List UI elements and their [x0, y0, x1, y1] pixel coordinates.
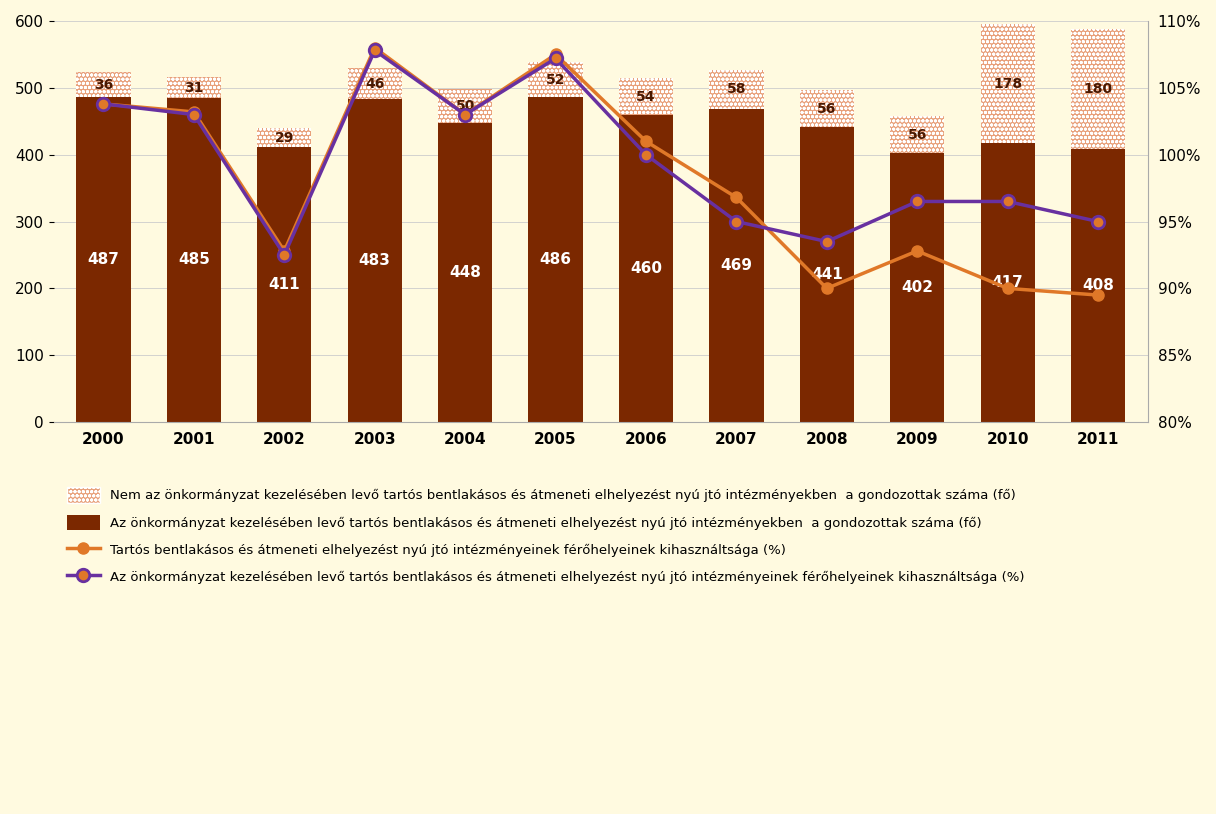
- Text: 486: 486: [540, 252, 572, 267]
- Bar: [1071, 29, 1125, 149]
- Bar: [77, 72, 130, 97]
- Bar: [167, 77, 221, 98]
- Text: 485: 485: [178, 252, 210, 268]
- Bar: [348, 68, 401, 99]
- Bar: [529, 63, 582, 97]
- Text: 402: 402: [901, 280, 933, 295]
- Bar: [890, 116, 945, 153]
- Bar: [1071, 29, 1125, 149]
- Text: 180: 180: [1083, 82, 1113, 96]
- Bar: [348, 68, 401, 99]
- Bar: [77, 72, 130, 97]
- Text: 469: 469: [720, 258, 753, 273]
- Bar: [800, 90, 854, 127]
- Text: 29: 29: [275, 130, 294, 145]
- Bar: [709, 70, 764, 108]
- Bar: [800, 127, 854, 422]
- Text: 448: 448: [449, 265, 482, 280]
- Text: 441: 441: [811, 267, 843, 282]
- Bar: [348, 99, 401, 422]
- Bar: [980, 24, 1035, 143]
- Bar: [980, 24, 1035, 143]
- Bar: [619, 78, 674, 115]
- Bar: [890, 116, 945, 153]
- Text: 31: 31: [184, 81, 203, 94]
- Text: 46: 46: [365, 77, 384, 91]
- Text: 417: 417: [992, 275, 1024, 291]
- Bar: [619, 115, 674, 422]
- Bar: [167, 77, 221, 98]
- Text: 487: 487: [88, 252, 119, 267]
- Bar: [890, 153, 945, 422]
- Text: 483: 483: [359, 253, 390, 268]
- Text: 58: 58: [727, 82, 747, 96]
- Text: 56: 56: [907, 128, 927, 142]
- Bar: [257, 128, 311, 147]
- Bar: [709, 70, 764, 108]
- Text: 178: 178: [993, 77, 1023, 91]
- Text: 411: 411: [269, 278, 300, 292]
- Text: 50: 50: [456, 98, 474, 113]
- Bar: [257, 128, 311, 147]
- Bar: [167, 98, 221, 422]
- Text: 54: 54: [636, 90, 655, 103]
- Bar: [77, 97, 130, 422]
- Legend: Nem az önkormányzat kezelésében levő tartós bentlakásos és átmeneti elhelyezést : Nem az önkormányzat kezelésében levő tar…: [61, 481, 1031, 591]
- Text: 56: 56: [817, 102, 837, 116]
- Text: 460: 460: [630, 260, 662, 276]
- Bar: [438, 123, 492, 422]
- Bar: [1071, 149, 1125, 422]
- Bar: [709, 108, 764, 422]
- Text: 52: 52: [546, 72, 565, 87]
- Bar: [980, 143, 1035, 422]
- Bar: [529, 97, 582, 422]
- Bar: [257, 147, 311, 422]
- Bar: [438, 90, 492, 123]
- Bar: [529, 63, 582, 97]
- Bar: [438, 90, 492, 123]
- Bar: [800, 90, 854, 127]
- Text: 36: 36: [94, 77, 113, 91]
- Bar: [619, 78, 674, 115]
- Text: 408: 408: [1082, 278, 1114, 293]
